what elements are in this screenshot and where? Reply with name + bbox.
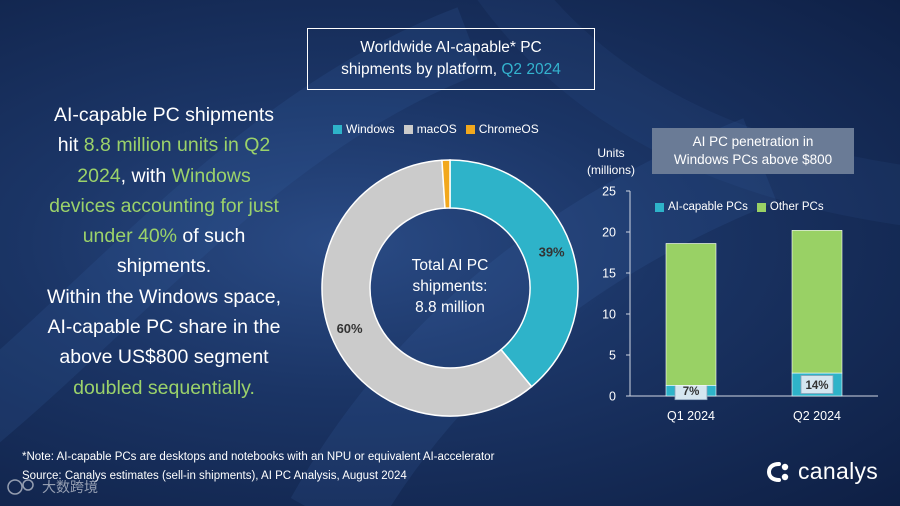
footnote-note: *Note: AI-capable PCs are desktops and n… [22, 451, 495, 463]
donut-center-label-line: Total AI PC [412, 257, 489, 274]
x-tick-label: Q1 2024 [667, 409, 715, 423]
footnote: *Note: AI-capable PCs are desktops and n… [22, 448, 494, 486]
donut-center-label-line: shipments: [413, 278, 488, 295]
legend-swatch [333, 124, 342, 134]
legend-swatch [756, 202, 766, 212]
bar-other-pcs-q1-2024 [665, 243, 717, 386]
legend-label: Windows [346, 122, 395, 136]
legend-swatch [655, 202, 664, 212]
legend-item-chromeos: ChromeOS [465, 122, 539, 136]
y-tick-label: 15 [602, 267, 616, 281]
donut-label-windows: 39% [539, 244, 565, 259]
legend-item-windows: Windows [333, 122, 395, 136]
y-tick-label: 25 [602, 185, 616, 199]
canalys-logo: canalys [766, 458, 878, 485]
legend-label: macOS [416, 122, 457, 136]
canalys-logo-mark-icon [766, 461, 789, 482]
bar-chart-title: AI PC penetration in Windows PCs above $… [652, 128, 854, 174]
donut-center-label-line: 8.8 million [415, 299, 485, 316]
data-label-box [800, 375, 834, 394]
y-tick-label: 5 [609, 349, 616, 363]
data-label-q1-2024: 7% [683, 386, 700, 398]
y-tick-label: 10 [602, 308, 616, 322]
donut-slice-chromeos [441, 159, 451, 209]
legend-label: ChromeOS [478, 122, 539, 136]
y-axis-units-label: Units (millions) [587, 146, 635, 177]
donut-chart-title: Worldwide AI-capable* PC shipments by pl… [307, 28, 595, 90]
donut-slice-macos [321, 159, 533, 417]
footnote-source: Source: Canalys estimates (sell-in shipm… [22, 470, 407, 482]
legend-swatch [403, 124, 413, 134]
legend-item-other-pcs: Other PCs [756, 201, 824, 213]
legend-label: Other PCs [769, 201, 824, 213]
donut-label-macos: 60% [337, 321, 363, 336]
legend-swatch [465, 124, 475, 134]
data-label-q2-2024: 14% [805, 380, 828, 392]
watermark-logo-icon [7, 479, 34, 495]
bar-legend: AI-capable PCs Other PCs [655, 201, 833, 213]
headline-text: AI-capable PC shipments hit 8.8 million … [46, 104, 282, 399]
legend-label: AI-capable PCs [668, 201, 748, 213]
donut-legend: Windows macOS ChromeOS [333, 122, 548, 136]
donut-slice-windows [449, 159, 579, 388]
canalys-logo-text: canalys [798, 458, 879, 484]
y-tick-label: 20 [602, 226, 616, 240]
legend-item-macos: macOS [403, 122, 457, 136]
y-tick-label: 0 [609, 390, 616, 404]
bar-other-pcs-q2-2024 [791, 230, 843, 374]
watermark: 大数跨境 [6, 476, 98, 498]
watermark-text: 大数跨境 [42, 479, 98, 495]
x-tick-label: Q2 2024 [793, 409, 841, 423]
legend-item-ai-capable-pcs: AI-capable PCs [655, 201, 748, 213]
